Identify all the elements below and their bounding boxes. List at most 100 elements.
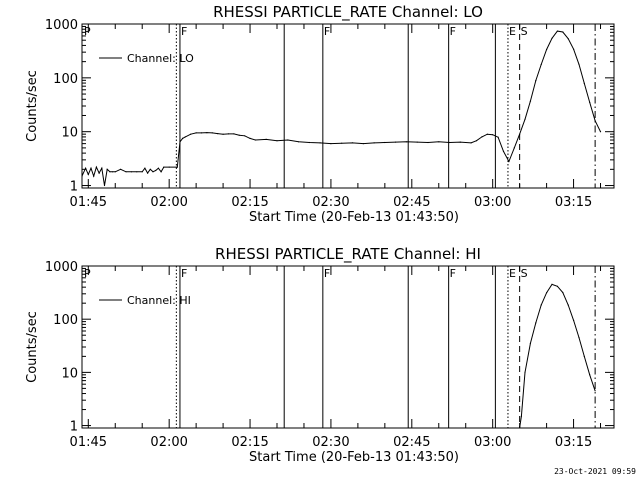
data-point bbox=[109, 171, 111, 173]
data-point bbox=[195, 132, 197, 134]
data-point bbox=[551, 283, 553, 285]
data-point bbox=[519, 133, 521, 135]
data-point bbox=[551, 37, 553, 39]
data-point bbox=[265, 138, 267, 140]
data-point bbox=[163, 166, 165, 168]
data-point bbox=[149, 168, 151, 170]
legend: Channel: HI bbox=[99, 294, 191, 307]
series-line bbox=[82, 30, 601, 186]
x-tick-label: 03:00 bbox=[474, 195, 511, 210]
plot-frame bbox=[81, 23, 615, 189]
data-point bbox=[136, 171, 138, 173]
data-point bbox=[405, 141, 407, 143]
data-point bbox=[157, 167, 159, 169]
chart-panel-1: RHESSI PARTICLE_RATE Channel: LO 1 10 100 10… bbox=[25, 3, 615, 225]
plot-frame bbox=[81, 265, 615, 429]
x-tick-label: 02:00 bbox=[150, 195, 187, 210]
data-point bbox=[112, 171, 114, 173]
data-point bbox=[594, 120, 596, 122]
data-point bbox=[287, 139, 289, 141]
data-point bbox=[233, 133, 235, 135]
data-point bbox=[519, 427, 521, 428]
marker-label: E bbox=[509, 25, 516, 38]
data-point bbox=[179, 141, 181, 143]
y-axis-label: Counts/sec bbox=[25, 70, 40, 142]
data-point bbox=[182, 137, 184, 139]
x-tick-label: 02:30 bbox=[312, 435, 349, 450]
data-point bbox=[384, 141, 386, 144]
marker-label: F bbox=[181, 267, 187, 280]
data-point bbox=[244, 135, 246, 137]
chart-title: RHESSI PARTICLE_RATE Channel: HI bbox=[215, 245, 481, 264]
y-tick-label: 1000 bbox=[45, 18, 78, 33]
data-point bbox=[308, 141, 310, 144]
data-point bbox=[141, 171, 143, 173]
y-tick-label: 100 bbox=[53, 72, 78, 87]
y-tick-label: 100 bbox=[53, 313, 78, 328]
data-point bbox=[459, 141, 461, 143]
x-tick-label: 03:15 bbox=[555, 195, 592, 210]
data-point bbox=[524, 118, 526, 120]
data-point bbox=[589, 374, 591, 376]
data-point bbox=[147, 172, 149, 174]
data-point bbox=[206, 132, 208, 134]
marker-label: F bbox=[324, 25, 330, 38]
x-tick-label: 02:30 bbox=[312, 195, 349, 210]
data-point bbox=[90, 167, 92, 169]
chart-title: RHESSI PARTICLE_RATE Channel: LO bbox=[213, 3, 483, 22]
data-point bbox=[562, 291, 564, 294]
data-point bbox=[155, 169, 157, 172]
data-point bbox=[184, 136, 186, 138]
data-point bbox=[540, 63, 542, 66]
data-point bbox=[125, 171, 127, 173]
data-point bbox=[556, 30, 559, 32]
x-tick-label: 02:15 bbox=[231, 435, 268, 450]
data-point bbox=[319, 142, 321, 144]
data-point bbox=[168, 166, 170, 168]
data-point bbox=[589, 101, 591, 103]
y-tick-label: 1000 bbox=[45, 260, 78, 275]
x-tick-label: 01:45 bbox=[70, 435, 107, 450]
x-tick-label: 02:45 bbox=[393, 195, 430, 210]
x-tick-label: 02:00 bbox=[150, 435, 187, 450]
data-point bbox=[492, 134, 494, 136]
data-point bbox=[95, 166, 97, 168]
data-point bbox=[540, 304, 542, 306]
data-point bbox=[190, 133, 192, 135]
data-point bbox=[546, 292, 548, 294]
marker-label: F bbox=[450, 25, 456, 38]
series-line bbox=[519, 283, 596, 428]
data-point bbox=[87, 173, 89, 176]
y-tick-label: 10 bbox=[61, 126, 78, 141]
y-axis-label: Counts/sec bbox=[25, 311, 40, 383]
data-point bbox=[217, 133, 219, 135]
corner-mark: P bbox=[84, 267, 91, 280]
data-point bbox=[222, 133, 224, 135]
data-point bbox=[520, 415, 523, 417]
marker-label: S bbox=[521, 267, 528, 280]
data-point bbox=[254, 139, 256, 141]
data-point bbox=[249, 137, 251, 139]
data-point bbox=[152, 171, 154, 173]
data-point bbox=[535, 322, 537, 324]
data-point bbox=[497, 136, 499, 138]
data-point bbox=[594, 390, 596, 392]
chart-panel-2: RHESSI PARTICLE_RATE Channel: HI 1 10 100 10… bbox=[25, 245, 615, 465]
x-tick-label: 02:15 bbox=[231, 195, 268, 210]
data-point bbox=[416, 141, 418, 143]
data-point bbox=[373, 142, 375, 144]
data-point bbox=[427, 141, 429, 144]
marker-label: F bbox=[324, 267, 330, 280]
y-tick-label: 1 bbox=[70, 420, 78, 435]
data-point bbox=[82, 175, 83, 177]
marker-label: F bbox=[181, 25, 187, 38]
data-point bbox=[120, 168, 122, 170]
data-point bbox=[573, 319, 575, 321]
data-point bbox=[93, 175, 95, 177]
data-point bbox=[556, 285, 559, 287]
legend: Channel: LO bbox=[99, 52, 194, 65]
x-axis-label: Start Time (20-Feb-13 01:43:50) bbox=[249, 210, 459, 225]
data-point bbox=[227, 133, 230, 135]
data-point bbox=[567, 304, 569, 306]
data-point bbox=[362, 143, 364, 145]
